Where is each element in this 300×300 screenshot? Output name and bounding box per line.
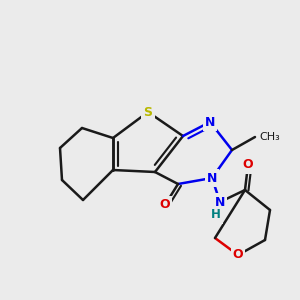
Text: O: O [243,158,253,172]
Text: O: O [160,199,170,212]
Text: CH₃: CH₃ [259,132,280,142]
Text: O: O [233,248,243,262]
Text: H: H [211,208,221,221]
Text: N: N [207,172,217,184]
Text: N: N [205,116,215,128]
Text: S: S [143,106,152,118]
Text: N: N [215,196,225,208]
